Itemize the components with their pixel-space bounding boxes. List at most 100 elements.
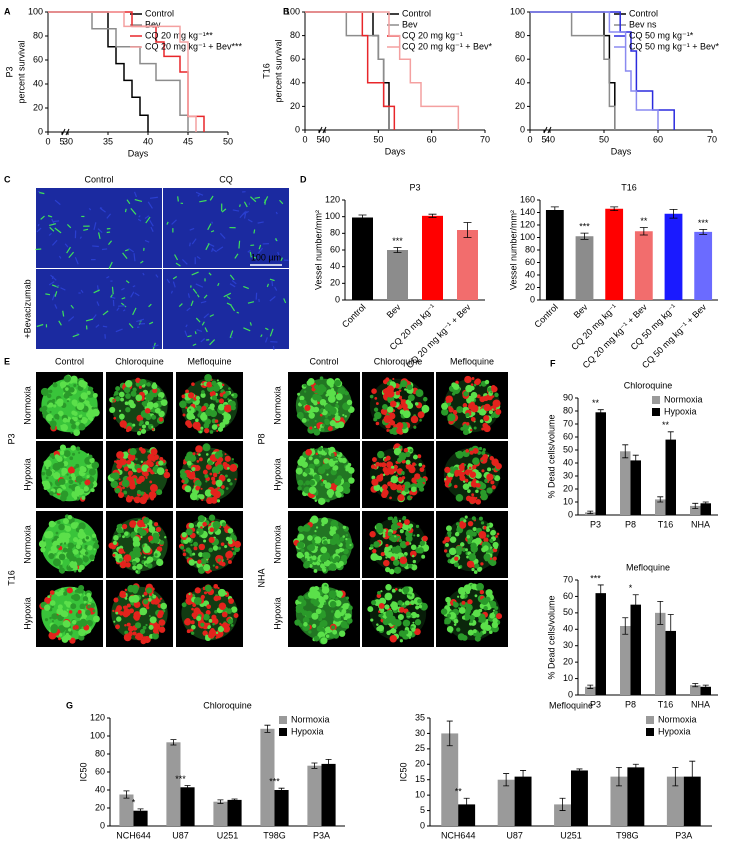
cell	[57, 521, 61, 525]
cell	[43, 540, 45, 542]
cell	[157, 552, 161, 556]
cell	[410, 496, 412, 498]
cell	[463, 480, 465, 482]
cell	[151, 415, 156, 420]
x-tick-label: 45	[183, 136, 193, 146]
cell	[317, 562, 321, 566]
cell	[204, 474, 208, 478]
cell	[213, 565, 215, 567]
cell	[129, 595, 136, 602]
cell	[124, 624, 127, 627]
x-tick-label: U87	[172, 830, 189, 840]
cell	[150, 393, 155, 398]
cell	[307, 535, 313, 541]
cell	[128, 626, 134, 632]
cell	[491, 414, 495, 418]
cell	[400, 556, 408, 564]
y-tick-label: 90	[563, 392, 573, 402]
cell	[373, 417, 377, 421]
cell	[312, 535, 315, 538]
cell	[198, 515, 205, 522]
cell	[448, 406, 451, 409]
cell	[120, 591, 125, 596]
cell	[89, 554, 95, 560]
cell	[160, 603, 167, 610]
panel-letter: F	[550, 358, 556, 368]
cell	[314, 636, 320, 642]
x-tick-label: NHA	[691, 699, 710, 709]
cell	[377, 591, 381, 595]
cell	[139, 608, 147, 616]
cell	[494, 393, 498, 397]
cell	[217, 587, 219, 589]
cell	[231, 624, 234, 627]
cell	[452, 392, 455, 395]
cell	[456, 451, 464, 459]
column-label: Chloroquine	[374, 356, 423, 366]
cell	[142, 424, 146, 428]
cell	[463, 483, 470, 490]
y-tick-label: 0	[335, 294, 340, 304]
cell	[389, 497, 392, 500]
cell	[419, 416, 422, 419]
cell	[137, 527, 143, 533]
cell	[122, 480, 130, 488]
cell	[409, 449, 412, 452]
cell	[135, 394, 142, 401]
cell	[314, 426, 316, 428]
cell	[389, 536, 393, 540]
cell	[321, 637, 328, 644]
cell	[142, 595, 144, 597]
cell	[85, 610, 91, 616]
y-tick-label: 40	[563, 457, 573, 467]
vessel	[52, 276, 53, 279]
bar	[694, 232, 712, 300]
cell	[493, 557, 497, 561]
y-tick-label: 0	[38, 126, 43, 136]
cell	[62, 636, 69, 643]
legend-swatch	[646, 728, 654, 736]
cell	[91, 488, 95, 492]
cell	[458, 587, 466, 595]
cell	[454, 472, 458, 476]
cell	[72, 620, 76, 624]
cell	[73, 549, 79, 555]
cell	[229, 482, 232, 485]
vessel	[125, 209, 126, 212]
cell	[64, 450, 71, 457]
cell	[66, 473, 68, 475]
x-tick-label: 40	[545, 134, 555, 144]
cell	[465, 413, 469, 417]
cell	[209, 537, 215, 543]
cell	[330, 601, 337, 608]
legend-label: CQ 50 mg kg⁻¹ + Bev*	[629, 41, 720, 51]
cell	[465, 516, 468, 519]
cell	[327, 499, 330, 502]
cell	[185, 618, 190, 623]
cell	[74, 496, 77, 499]
cell	[78, 380, 85, 387]
y-tick-label: 20	[563, 657, 573, 667]
cell	[78, 585, 84, 591]
cell	[413, 455, 418, 460]
cell	[483, 415, 489, 421]
cell	[46, 476, 49, 479]
cell	[316, 526, 318, 528]
cell	[490, 558, 492, 560]
cell	[145, 624, 147, 626]
cell	[345, 468, 348, 471]
cell	[142, 494, 149, 501]
cell	[415, 402, 419, 406]
cell	[64, 375, 71, 382]
cell	[226, 537, 230, 541]
cell	[447, 413, 455, 421]
cell	[44, 460, 52, 468]
cell	[400, 410, 405, 415]
cell	[61, 490, 68, 497]
cell	[411, 627, 415, 631]
cell	[226, 487, 229, 490]
cell	[93, 393, 98, 398]
y-tick-label: 25	[415, 743, 425, 753]
cell	[454, 623, 457, 626]
cell	[490, 480, 494, 484]
